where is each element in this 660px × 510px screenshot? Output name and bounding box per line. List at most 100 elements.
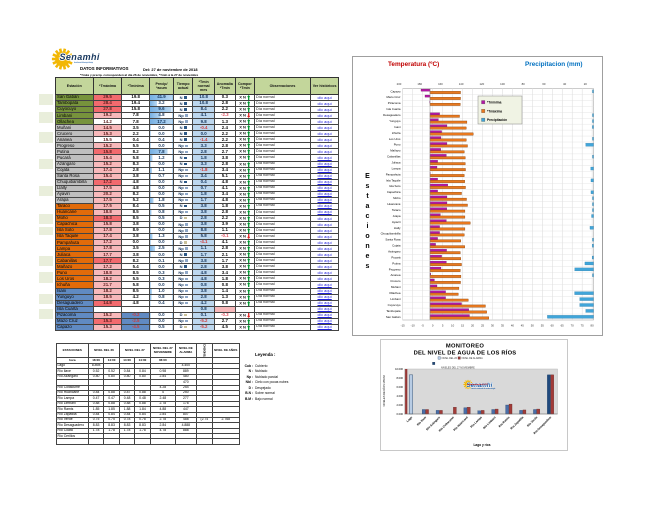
svg-text:a: a bbox=[366, 203, 370, 210]
svg-text:70: 70 bbox=[571, 324, 575, 328]
svg-text:Isani: Isani bbox=[394, 125, 400, 129]
svg-text:Cabanillas: Cabanillas bbox=[387, 155, 401, 159]
svg-text:Isla Soto: Isla Soto bbox=[389, 184, 401, 188]
svg-text:Senamhi: Senamhi bbox=[467, 382, 493, 389]
svg-text:160: 160 bbox=[438, 82, 443, 86]
svg-text:-5: -5 bbox=[421, 324, 424, 328]
svg-text:Lago: Lago bbox=[405, 415, 413, 423]
svg-text:Taraco: Taraco bbox=[392, 208, 401, 212]
svg-text:E: E bbox=[365, 173, 370, 180]
svg-text:*Tmínima: *Tmínima bbox=[487, 101, 502, 105]
svg-text:*Tmáxima: *Tmáxima bbox=[487, 109, 502, 113]
svg-text:Capazo: Capazo bbox=[391, 89, 401, 93]
svg-text:-15: -15 bbox=[401, 324, 405, 328]
svg-text:Moho: Moho bbox=[393, 196, 401, 200]
svg-text:Los Uros: Los Uros bbox=[389, 137, 401, 141]
svg-text:Servicio Nacional de Meteorolo: Servicio Nacional de Meteorología e Hidr… bbox=[74, 61, 93, 64]
svg-text:Pampahuta: Pampahuta bbox=[386, 172, 401, 176]
svg-text:Yunguyo: Yunguyo bbox=[389, 119, 401, 123]
svg-text:-10: -10 bbox=[411, 324, 415, 328]
svg-text:Juliaca: Juliaca bbox=[392, 160, 401, 164]
svg-text:MONITOREO: MONITOREO bbox=[446, 344, 485, 350]
svg-text:Crucero: Crucero bbox=[390, 279, 401, 283]
svg-text:Mañazo: Mañazo bbox=[390, 149, 401, 153]
svg-text:140: 140 bbox=[459, 82, 464, 86]
svg-text:i: i bbox=[367, 223, 369, 230]
svg-text:Ichuña: Ichuña bbox=[392, 131, 401, 135]
svg-text:6.000: 6.000 bbox=[397, 385, 404, 389]
svg-text:NIVEL DEL 26: NIVEL DEL 26 bbox=[442, 357, 458, 360]
svg-text:Desaguadero: Desaguadero bbox=[383, 113, 401, 117]
svg-text:Puno: Puno bbox=[394, 143, 401, 147]
svg-text:San Gabán: San Gabán bbox=[386, 315, 401, 319]
svg-text:40: 40 bbox=[511, 324, 515, 328]
svg-text:o: o bbox=[365, 233, 369, 240]
svg-text:8.000: 8.000 bbox=[397, 376, 404, 380]
svg-text:5: 5 bbox=[442, 324, 444, 328]
svg-text:Mazo Cruz: Mazo Cruz bbox=[387, 95, 402, 99]
svg-text:Ollachea: Ollachea bbox=[389, 291, 401, 295]
svg-text:Llally: Llally bbox=[394, 226, 401, 230]
svg-text:15: 15 bbox=[461, 324, 465, 328]
svg-text:80: 80 bbox=[591, 324, 595, 328]
svg-text:0.000: 0.000 bbox=[397, 412, 404, 416]
svg-text:Isla Cuarta: Isla Cuarta bbox=[387, 107, 401, 111]
svg-text:0: 0 bbox=[432, 324, 434, 328]
svg-text:30: 30 bbox=[491, 324, 495, 328]
svg-text:Muñani: Muñani bbox=[391, 285, 401, 289]
svg-text:20: 20 bbox=[471, 324, 475, 328]
svg-text:Temperatura (ºC): Temperatura (ºC) bbox=[388, 61, 439, 68]
svg-text:Capachica: Capachica bbox=[387, 190, 401, 194]
svg-text:40: 40 bbox=[563, 82, 567, 86]
svg-text:Cuyocuyo: Cuyocuyo bbox=[388, 303, 401, 307]
svg-text:n: n bbox=[365, 243, 369, 250]
svg-text:4.000: 4.000 bbox=[397, 394, 404, 398]
svg-text:10: 10 bbox=[451, 324, 455, 328]
svg-text:Chuquibambilla: Chuquibambilla bbox=[381, 232, 401, 236]
svg-text:NIVELES DE RÍOS MSNM: NIVELES DE RÍOS MSNM bbox=[382, 376, 386, 407]
svg-text:75: 75 bbox=[581, 324, 585, 328]
svg-text:c: c bbox=[366, 213, 370, 220]
svg-text:s: s bbox=[366, 263, 370, 270]
svg-text:80: 80 bbox=[522, 82, 526, 86]
svg-text:50: 50 bbox=[531, 324, 535, 328]
svg-text:Río Ilave: Río Ilave bbox=[416, 415, 428, 427]
svg-text:Arapa: Arapa bbox=[393, 214, 401, 218]
svg-text:Ayaviri: Ayaviri bbox=[392, 220, 401, 224]
svg-text:DEL NIVEL DE AGUA DE LOS RÍOS: DEL NIVEL DE AGUA DE LOS RÍOS bbox=[414, 349, 517, 357]
svg-text:Santa Rosa: Santa Rosa bbox=[385, 238, 400, 242]
svg-text:2.000: 2.000 bbox=[397, 403, 404, 407]
svg-text:10.000: 10.000 bbox=[395, 367, 403, 371]
svg-text:Ananea: Ananea bbox=[391, 273, 401, 277]
svg-text:Putina: Putina bbox=[392, 261, 401, 265]
svg-text:servicio nacional de meteorolo: servicio nacional de meteorología bbox=[471, 387, 495, 390]
svg-text:s: s bbox=[366, 183, 370, 190]
svg-text:Huancané: Huancané bbox=[387, 202, 401, 206]
svg-text:55: 55 bbox=[541, 324, 545, 328]
svg-text:65: 65 bbox=[561, 324, 565, 328]
svg-text:45: 45 bbox=[521, 324, 525, 328]
svg-text:Pucará: Pucará bbox=[391, 255, 401, 259]
svg-text:Isla Taquile: Isla Taquile bbox=[386, 178, 401, 182]
svg-text:Progreso: Progreso bbox=[389, 267, 401, 271]
svg-text:60: 60 bbox=[551, 324, 555, 328]
svg-text:e: e bbox=[366, 253, 370, 260]
svg-text:NIVEL DE ALARMA: NIVEL DE ALARMA bbox=[462, 357, 484, 360]
svg-text:Senamhi: Senamhi bbox=[60, 52, 100, 62]
svg-text:t: t bbox=[366, 193, 369, 200]
svg-text:NIVELES DEL 27 NOVIEMBRE: NIVELES DEL 27 NOVIEMBRE bbox=[441, 367, 475, 370]
svg-text:100: 100 bbox=[500, 82, 505, 86]
svg-text:Limbani: Limbani bbox=[390, 297, 400, 301]
svg-text:20: 20 bbox=[584, 82, 588, 86]
svg-text:35: 35 bbox=[501, 324, 505, 328]
svg-text:Cojata: Cojata bbox=[392, 244, 401, 248]
svg-text:Tambopata: Tambopata bbox=[386, 309, 401, 313]
svg-text:120: 120 bbox=[479, 82, 484, 86]
svg-text:Azángaro: Azángaro bbox=[388, 249, 401, 253]
svg-text:180: 180 bbox=[417, 82, 422, 86]
svg-text:Pizacoma: Pizacoma bbox=[388, 101, 401, 105]
svg-text:Lampa: Lampa bbox=[392, 166, 401, 170]
svg-text:Precipitacion (mm): Precipitacion (mm) bbox=[525, 61, 583, 68]
svg-text:Lago y ríos: Lago y ríos bbox=[473, 443, 490, 447]
svg-text:60: 60 bbox=[542, 82, 546, 86]
